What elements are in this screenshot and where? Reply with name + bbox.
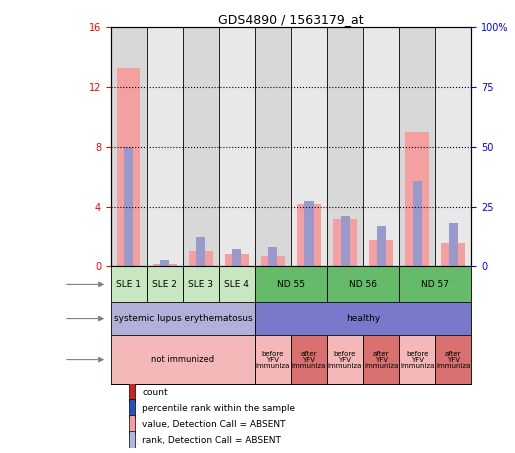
Bar <box>435 27 471 266</box>
Bar <box>376 226 386 266</box>
Bar <box>111 302 255 335</box>
Text: healthy: healthy <box>346 314 380 323</box>
Bar <box>405 132 429 266</box>
Text: SLE 1: SLE 1 <box>116 280 141 289</box>
Bar <box>261 256 285 266</box>
Text: count: count <box>143 388 168 396</box>
Bar <box>117 67 141 266</box>
Text: SLE 3: SLE 3 <box>188 280 213 289</box>
Bar <box>255 266 327 302</box>
Bar <box>129 382 135 402</box>
Bar <box>340 216 350 266</box>
Bar <box>124 147 133 266</box>
Bar <box>449 223 458 266</box>
Text: after
YFV
immuniza: after YFV immuniza <box>436 351 470 369</box>
Bar <box>147 266 183 302</box>
Text: ND 56: ND 56 <box>349 280 377 289</box>
Text: ND 57: ND 57 <box>421 280 449 289</box>
Bar <box>399 27 435 266</box>
Text: before
YFV
immuniza: before YFV immuniza <box>256 351 290 369</box>
Bar <box>304 201 314 266</box>
Text: before
YFV
immuniza: before YFV immuniza <box>400 351 434 369</box>
Bar <box>129 414 135 434</box>
Bar <box>153 264 177 266</box>
Bar <box>183 266 219 302</box>
Bar <box>147 27 183 266</box>
Bar <box>225 255 249 266</box>
Bar <box>327 27 363 266</box>
Bar <box>291 335 327 385</box>
Bar <box>111 335 255 385</box>
Text: value, Detection Call = ABSENT: value, Detection Call = ABSENT <box>143 419 286 429</box>
Bar <box>129 399 135 419</box>
Bar <box>160 260 169 266</box>
Bar <box>291 27 327 266</box>
Text: after
YFV
immuniza: after YFV immuniza <box>292 351 326 369</box>
Bar <box>183 27 219 266</box>
Text: after
YFV
immuniza: after YFV immuniza <box>364 351 398 369</box>
Bar <box>399 266 471 302</box>
Bar <box>327 335 363 385</box>
Bar <box>255 335 291 385</box>
Bar <box>111 266 147 302</box>
Bar <box>232 249 242 266</box>
Bar <box>435 335 471 385</box>
Text: SLE 2: SLE 2 <box>152 280 177 289</box>
Bar <box>333 219 357 266</box>
Bar <box>413 181 422 266</box>
Bar <box>219 27 255 266</box>
Bar <box>268 247 278 266</box>
Bar <box>369 240 393 266</box>
Bar <box>255 302 471 335</box>
Bar <box>111 27 147 266</box>
Bar <box>327 266 399 302</box>
Bar <box>129 431 135 450</box>
Text: SLE 4: SLE 4 <box>225 280 249 289</box>
Text: rank, Detection Call = ABSENT: rank, Detection Call = ABSENT <box>143 436 281 445</box>
Text: ND 55: ND 55 <box>277 280 305 289</box>
Bar <box>196 236 205 266</box>
Bar <box>441 242 465 266</box>
Bar <box>297 204 321 266</box>
Bar <box>255 27 291 266</box>
Text: before
YFV
immuniza: before YFV immuniza <box>328 351 362 369</box>
Text: systemic lupus erythematosus: systemic lupus erythematosus <box>113 314 252 323</box>
Bar <box>219 266 255 302</box>
Bar <box>189 251 213 266</box>
Bar <box>363 27 399 266</box>
Title: GDS4890 / 1563179_at: GDS4890 / 1563179_at <box>218 13 364 26</box>
Text: percentile rank within the sample: percentile rank within the sample <box>143 404 296 413</box>
Bar <box>363 335 399 385</box>
Bar <box>399 335 435 385</box>
Text: not immunized: not immunized <box>151 355 214 364</box>
